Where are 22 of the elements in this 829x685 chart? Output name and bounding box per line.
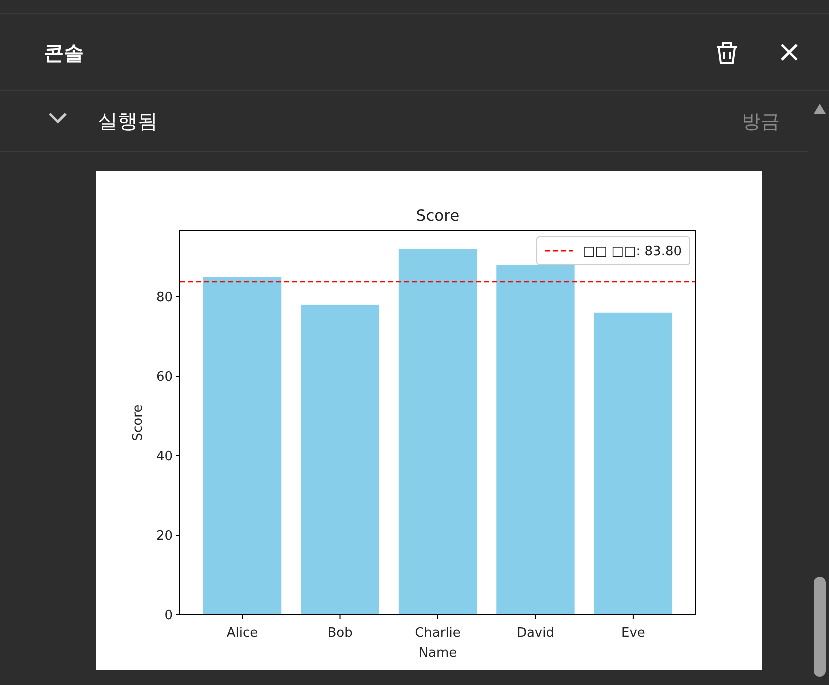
bar (203, 277, 282, 615)
bar (398, 249, 478, 615)
bar (594, 312, 673, 615)
x-tick-label: Alice (226, 626, 258, 641)
y-axis-title: Score (131, 404, 146, 442)
y-tick-label: 60 (156, 370, 173, 385)
y-tick-label: 80 (156, 290, 173, 306)
y-tick-label: 40 (156, 449, 173, 464)
text: 방금 (742, 111, 780, 133)
y-tick-label: 0 (164, 608, 173, 624)
bar (496, 265, 575, 615)
chart-title: Score (416, 207, 460, 225)
x-tick-label: Charlie (415, 626, 461, 641)
bar (301, 304, 380, 615)
text: 콘솔 (44, 41, 84, 65)
x-tick-label: Bob (328, 626, 353, 641)
x-tick-label: David (516, 626, 554, 641)
y-tick-label: 20 (156, 528, 173, 544)
legend-label: □□ □□: 83.80 (583, 244, 682, 260)
text: 실행됨 (98, 109, 158, 133)
x-axis-title: Name (418, 646, 458, 661)
x-tick-label: Eve (622, 626, 646, 641)
